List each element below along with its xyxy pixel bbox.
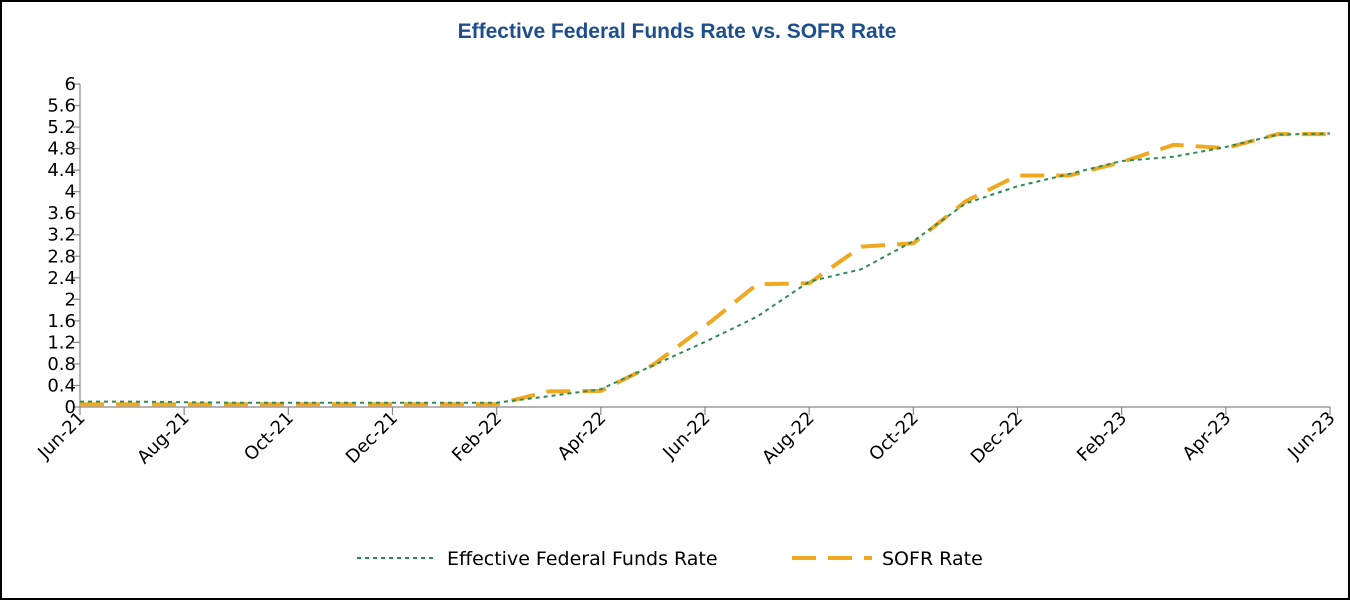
y-tick-label: 5.6 bbox=[47, 96, 76, 117]
x-tick-label: Aug-21 bbox=[133, 408, 193, 468]
y-tick-label: 3.2 bbox=[47, 225, 76, 246]
x-tick-label: Oct-21 bbox=[240, 408, 298, 466]
legend-label-effr: Effective Federal Funds Rate bbox=[447, 548, 718, 570]
y-tick-label: 2 bbox=[65, 289, 76, 310]
x-tick-label: Jun-21 bbox=[33, 408, 89, 464]
y-tick-label: 0.4 bbox=[47, 375, 76, 396]
x-tick-label: Apr-23 bbox=[1179, 408, 1236, 465]
y-tick-label: 2.4 bbox=[47, 268, 76, 289]
series-line-effr bbox=[80, 132, 1331, 404]
x-axis: Jun-21 Aug-21 Oct-21 Dec-21 Feb-22 Apr-22 Jun-… bbox=[33, 406, 1340, 468]
x-tick-label: Oct-22 bbox=[865, 408, 923, 466]
x-tick-label: Dec-22 bbox=[967, 408, 1027, 468]
y-tick-label: 0 bbox=[65, 397, 76, 418]
y-axis: 00.40.81.21.622.42.83.23.644.44.85.25.66 bbox=[47, 74, 81, 418]
y-tick-label: 1.6 bbox=[47, 311, 76, 332]
y-tick-label: 6 bbox=[65, 74, 76, 95]
y-tick-label: 5.2 bbox=[47, 117, 76, 138]
chart-title: Effective Federal Funds Rate vs. SOFR Ra… bbox=[457, 20, 897, 43]
y-tick-label: 0.8 bbox=[47, 354, 76, 375]
y-tick-label: 1.2 bbox=[47, 332, 76, 353]
x-tick-label: Feb-23 bbox=[1073, 408, 1131, 466]
legend-label-sofr: SOFR Rate bbox=[882, 548, 983, 570]
y-tick-label: 4.4 bbox=[47, 160, 76, 181]
series-line-sofr bbox=[80, 132, 1330, 407]
x-tick-label: Dec-21 bbox=[342, 408, 402, 468]
x-tick-label: Jun-22 bbox=[658, 408, 714, 464]
x-tick-label: Jun-23 bbox=[1283, 408, 1339, 464]
x-tick-label: Aug-22 bbox=[758, 408, 818, 468]
legend: Effective Federal Funds Rate SOFR Rate bbox=[357, 548, 983, 570]
series-lines bbox=[80, 132, 1331, 407]
x-tick-label: Apr-22 bbox=[554, 408, 611, 465]
x-tick-label: Feb-22 bbox=[448, 408, 506, 466]
y-tick-label: 3.6 bbox=[47, 203, 76, 224]
y-tick-label: 4 bbox=[65, 182, 76, 203]
y-tick-label: 4.8 bbox=[47, 139, 76, 160]
y-tick-label: 2.8 bbox=[47, 246, 76, 267]
